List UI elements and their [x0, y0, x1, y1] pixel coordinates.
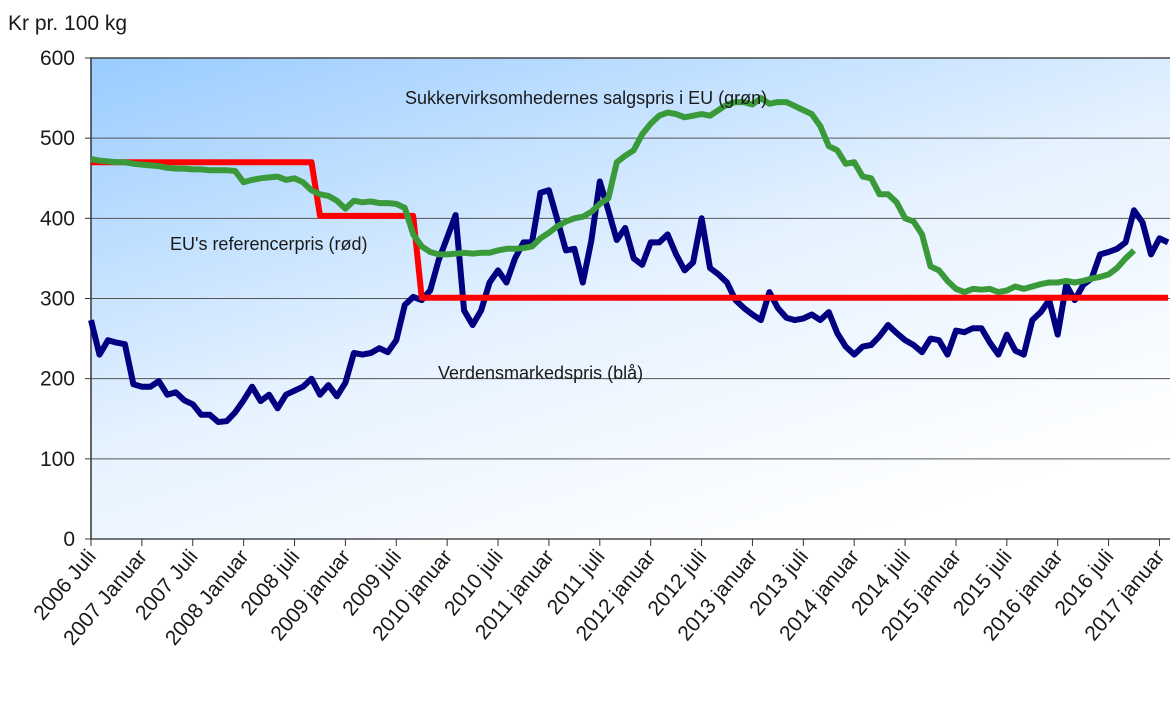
- y-tick-label: 400: [40, 207, 75, 230]
- series-line: [88, 178, 1170, 425]
- y-axis-label: Kr pr. 100 kg: [8, 12, 127, 35]
- annotation: Sukkervirksomhedernes salgspris i EU (gr…: [405, 88, 767, 108]
- series-line: [90, 95, 1137, 296]
- annotation: Verdensmarkedspris (blå): [438, 363, 643, 383]
- series-line: [91, 159, 1168, 301]
- y-tick-label: 100: [40, 448, 75, 471]
- y-tick-label: 200: [40, 368, 75, 391]
- annotation: EU's referencerpris (rød): [170, 234, 367, 254]
- y-tick-label: 0: [63, 528, 75, 551]
- y-tick-label: 600: [40, 47, 75, 70]
- y-tick-label: 300: [40, 288, 75, 311]
- y-tick-label: 500: [40, 127, 75, 150]
